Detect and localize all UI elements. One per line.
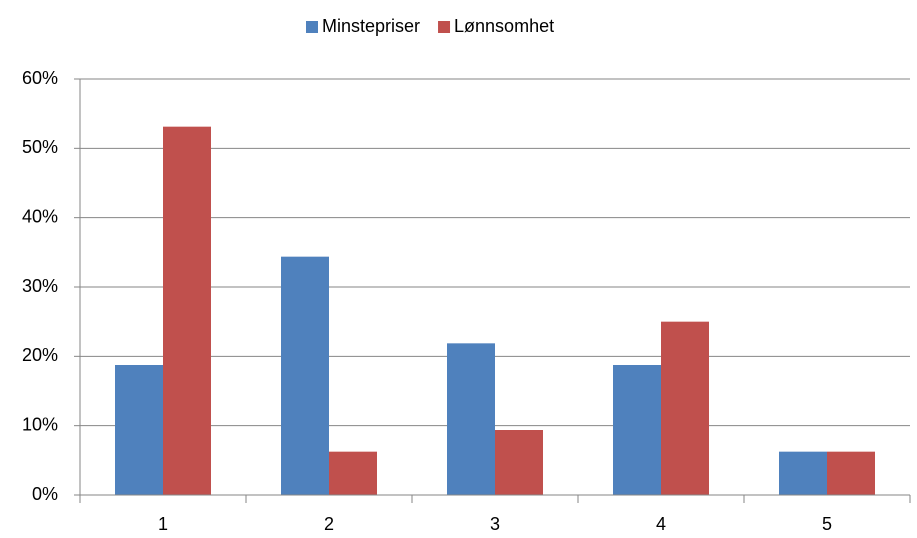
bar [779,451,827,495]
bar [495,430,543,495]
legend-swatch [306,21,318,33]
bar [661,321,709,495]
legend-item: Lønnsomhet [438,16,554,36]
y-tick-label: 60% [22,68,58,88]
y-tick-label: 10% [22,414,58,434]
bar [447,343,495,495]
bar [115,365,163,495]
y-tick-label: 0% [32,484,58,504]
x-tick-label: 3 [490,514,500,534]
x-tick-label: 4 [656,514,666,534]
legend-label: Minstepriser [322,16,420,36]
bar [163,126,211,496]
bar [329,451,377,495]
x-tick-label: 1 [158,514,168,534]
y-tick-label: 20% [22,345,58,365]
legend-swatch [438,21,451,33]
y-tick-label: 40% [22,206,58,226]
x-tick-label: 5 [822,514,832,534]
x-tick-label: 2 [324,514,334,534]
bar [281,256,329,495]
legend-item: Minstepriser [306,16,420,36]
y-tick-label: 30% [22,276,58,296]
bar [613,365,661,495]
bar [827,451,875,495]
legend-label: Lønnsomhet [454,16,554,36]
y-tick-label: 50% [22,137,58,157]
